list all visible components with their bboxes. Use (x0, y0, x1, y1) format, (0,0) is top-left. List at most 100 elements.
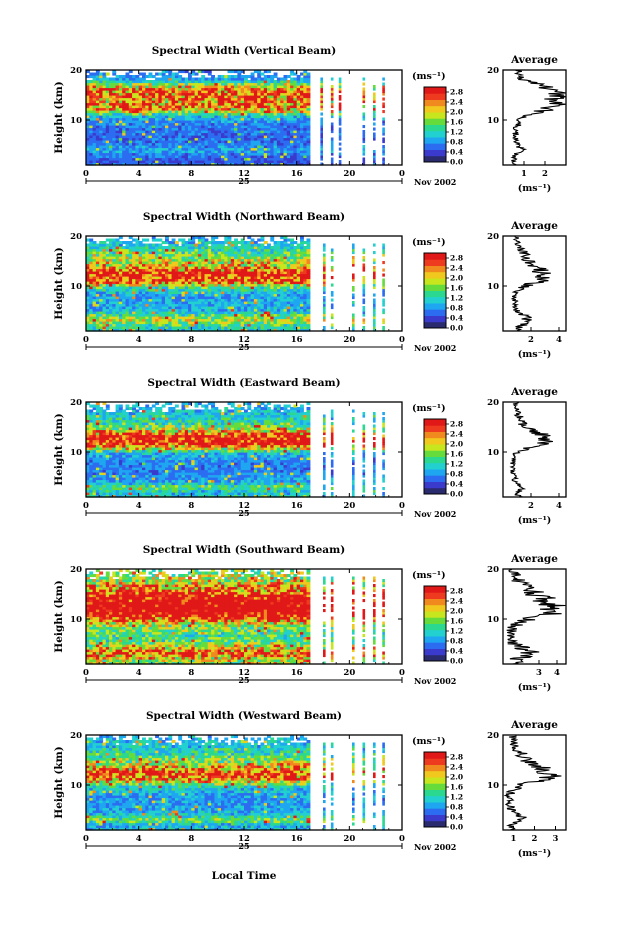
heatmap-cell (128, 145, 133, 149)
heatmap-cell (280, 311, 285, 315)
heatmap-cell (197, 328, 202, 332)
heatmap-cell (184, 261, 189, 265)
heatmap-cell (151, 281, 156, 285)
heatmap-cell (158, 303, 163, 307)
heatmap-cell (105, 95, 110, 99)
heatmap-cell (244, 243, 248, 247)
heatmap-cell (224, 162, 229, 166)
heatmap-cell (253, 127, 258, 131)
heatmap-sparse-cell (330, 147, 334, 151)
heatmap-cell (303, 75, 308, 79)
heatmap-cell (253, 87, 258, 91)
heatmap-cell (273, 251, 278, 255)
heatmap-cell (171, 271, 176, 275)
heatmap-cell (118, 316, 123, 320)
heatmap-cell (240, 157, 245, 161)
heatmap-cell (99, 110, 104, 114)
heatmap-cell (128, 160, 133, 164)
heatmap-cell (171, 256, 176, 260)
heatmap-cell (214, 271, 219, 275)
heatmap-sparse-cell (330, 95, 334, 99)
heatmap-cell (240, 82, 245, 86)
heatmap-cell (181, 291, 186, 295)
heatmap-cell (158, 95, 163, 99)
heatmap-cell (112, 102, 117, 106)
heatmap-cell (128, 253, 133, 257)
heatmap-cell (109, 248, 113, 252)
heatmap-cell (250, 162, 255, 166)
heatmap-cell (142, 278, 146, 282)
heatmap-cell (283, 313, 288, 317)
heatmap-cell (105, 130, 110, 134)
heatmap-cell (267, 261, 271, 265)
heatmap-cell (148, 293, 153, 297)
heatmap-cell (211, 236, 215, 240)
heatmap-cell (237, 100, 242, 104)
heatmap-cell (102, 301, 107, 305)
heatmap-cell (181, 82, 186, 86)
heatmap-cell (250, 263, 255, 267)
heatmap-cell (125, 313, 130, 317)
heatmap-cell (165, 266, 169, 270)
heatmap-cell (234, 85, 238, 89)
heatmap-sparse-cell (320, 90, 323, 94)
heatmap-cell (273, 288, 278, 292)
heatmap-cell (161, 246, 166, 250)
heatmap-cell (158, 82, 163, 86)
heatmap-cell (214, 162, 219, 166)
heatmap-cell (276, 313, 281, 317)
heatmap-cell (247, 120, 252, 124)
heatmap-cell (280, 82, 285, 86)
heatmap-cell (194, 271, 199, 275)
heatmap-cell (263, 160, 268, 164)
heatmap-cell (260, 152, 265, 156)
heatmap-cell (168, 283, 173, 287)
heatmap-cell (86, 291, 90, 295)
heatmap-cell (188, 155, 192, 159)
heatmap-cell (240, 90, 245, 94)
heatmap-cell (253, 278, 258, 282)
heatmap-cell (138, 281, 143, 285)
heatmap-cell (240, 147, 245, 151)
heatmap-cell (138, 87, 143, 91)
heatmap-cell (191, 293, 196, 297)
heatmap-cell (290, 72, 294, 76)
heatmap-sparse-cell (338, 127, 342, 131)
heatmap-cell (211, 293, 215, 297)
heatmap-cell (89, 112, 94, 116)
heatmap-sparse-cell (320, 125, 323, 129)
heatmap-sparse-cell (382, 117, 385, 121)
heatmap-cell (276, 82, 281, 86)
heatmap-cell (151, 328, 156, 332)
heatmap-cell (109, 243, 113, 247)
heatmap-cell (201, 157, 206, 161)
heatmap-cell (250, 105, 255, 109)
heatmap-cell (138, 256, 143, 260)
heatmap-cell (204, 253, 209, 257)
heatmap-cell (145, 137, 150, 141)
heatmap-cell (151, 142, 156, 146)
heatmap-cell (267, 95, 271, 99)
heatmap-cell (135, 92, 140, 96)
heatmap-cell (204, 70, 209, 74)
heatmap-cell (95, 110, 100, 114)
heatmap-cell (158, 125, 163, 129)
heatmap-cell (148, 318, 153, 322)
heatmap-sparse-cell (330, 162, 334, 166)
heatmap-cell (211, 278, 215, 282)
heatmap-cell (204, 160, 209, 164)
heatmap-cell (125, 316, 130, 320)
heatmap-cell (128, 70, 133, 74)
heatmap-cell (145, 316, 150, 320)
heatmap-sparse-cell (382, 82, 385, 86)
heatmap-cell (92, 110, 97, 114)
heatmap-cell (257, 311, 262, 315)
heatmap-cell (211, 261, 215, 265)
heatmap-cell (128, 281, 133, 285)
heatmap-cell (204, 130, 209, 134)
heatmap-cell (290, 97, 294, 101)
heatmap-cell (86, 132, 90, 136)
heatmap-cell (86, 318, 90, 322)
heatmap-cell (122, 157, 127, 161)
heatmap-cell (276, 127, 281, 131)
